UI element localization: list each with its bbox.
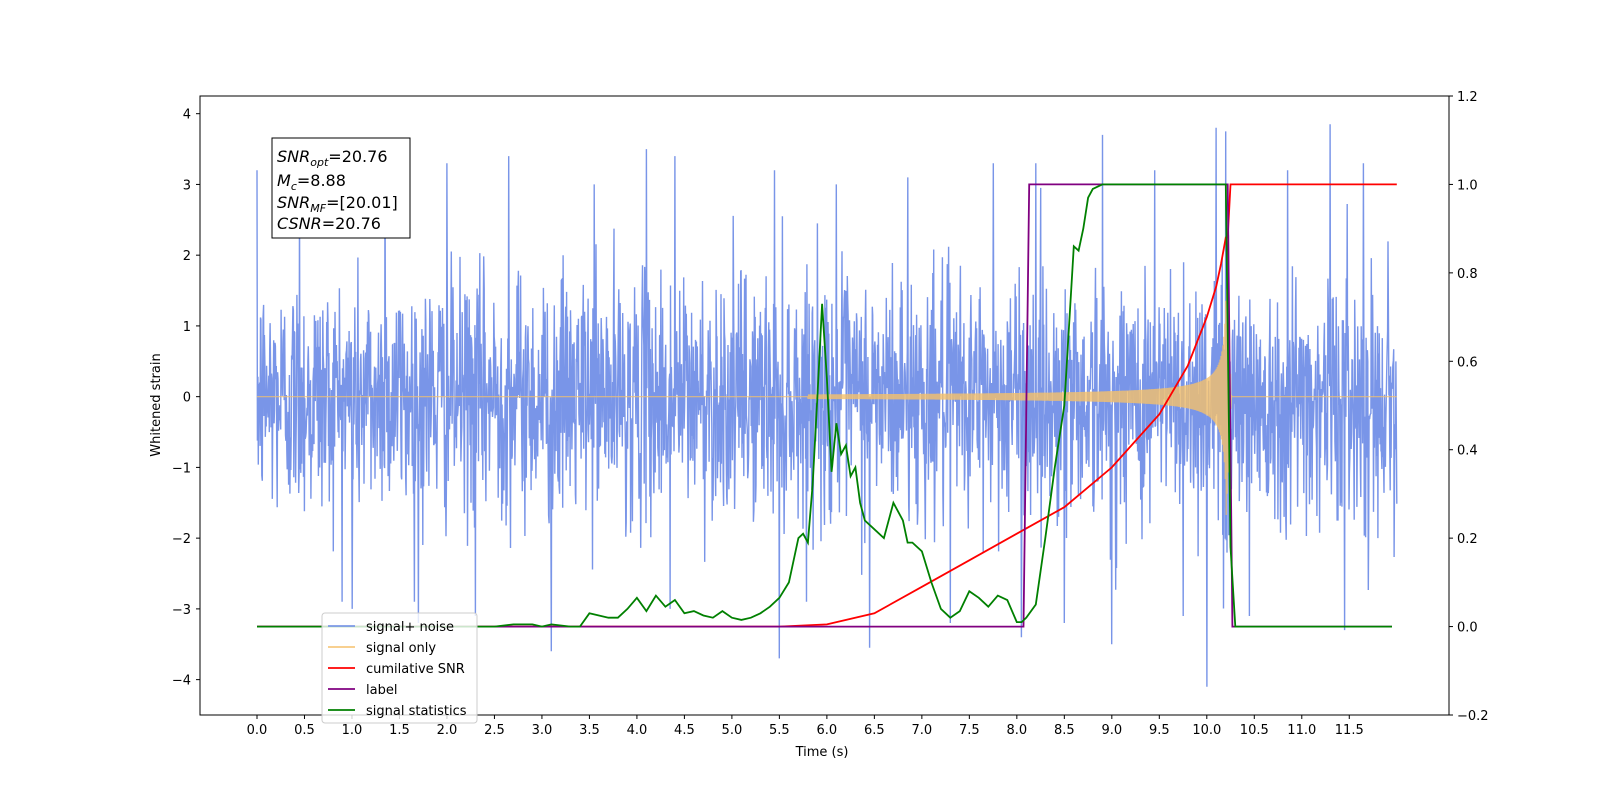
- csnr-symbol: CSNR: [277, 214, 322, 233]
- y-tick-label: 4: [183, 108, 191, 123]
- x-tick-label: 6.0: [817, 723, 838, 738]
- signal-only-line: [257, 288, 1397, 516]
- x-tick-label: 6.5: [864, 723, 885, 738]
- snr-mf-symbol: SNR: [277, 193, 310, 212]
- x-axis-label: Time (s): [795, 745, 849, 760]
- x-tick-label: 8.0: [1006, 723, 1027, 738]
- legend-label: signal statistics: [366, 704, 467, 719]
- legend-label: signal only: [366, 641, 436, 656]
- y2-tick-label: 0.6: [1457, 355, 1478, 370]
- x-tick-label: 2.0: [437, 723, 458, 738]
- x-tick-label: 3.0: [532, 723, 553, 738]
- y-axis-label: Whitened strain: [149, 353, 164, 456]
- x-tick-label: 5.5: [769, 723, 790, 738]
- x-tick-label: 10.5: [1240, 723, 1269, 738]
- y2-tick-label: 0.2: [1457, 532, 1478, 547]
- mc-subscript: c: [291, 180, 297, 193]
- snr-opt-value: =20.76: [328, 147, 387, 166]
- legend: signal+ noise signal only cumilative SNR la…: [321, 612, 478, 724]
- x-tick-label: 11.0: [1287, 723, 1316, 738]
- axis-ticks: 0.0 0.5 1.0 1.5 2.0 2.5 3.0 3.5 4.0 4.5 5.0 5.5 6.0 6…: [172, 90, 1489, 738]
- y2-tick-label: 1.2: [1457, 90, 1478, 105]
- x-tick-label: 0.0: [247, 723, 268, 738]
- annotation-csnr: CSNR=20.76: [277, 214, 381, 233]
- y2-tick-label: 0.0: [1457, 621, 1478, 636]
- x-tick-label: 7.5: [959, 723, 980, 738]
- y-tick-label: −2: [172, 532, 191, 547]
- x-tick-label: 1.0: [342, 723, 363, 738]
- x-tick-label: 2.5: [484, 723, 505, 738]
- axes-frame: [199, 95, 1450, 716]
- plot-area: [256, 124, 1398, 687]
- y2-tick-label: 0.8: [1457, 267, 1478, 282]
- x-tick-label: 9.0: [1101, 723, 1122, 738]
- snr-opt-subscript: opt: [310, 156, 329, 169]
- legend-label: signal+ noise: [366, 620, 454, 635]
- x-tick-label: 5.0: [722, 723, 743, 738]
- signal-statistics-line: [257, 183, 1392, 628]
- x-tick-label: 0.5: [294, 723, 315, 738]
- legend-box: [321, 612, 478, 724]
- x-tick-label: 4.0: [627, 723, 648, 738]
- y-tick-label: 0: [183, 391, 191, 406]
- legend-label: cumilative SNR: [366, 662, 465, 677]
- annotation-mc: Mc=8.88: [277, 171, 346, 193]
- snr-mf-value: =[20.01]: [326, 193, 398, 212]
- x-tick-label: 9.5: [1149, 723, 1170, 738]
- y-tick-label: −3: [172, 603, 191, 618]
- y-tick-label: 1: [183, 320, 191, 335]
- y2-tick-label: 1.0: [1457, 178, 1478, 193]
- y-tick-label: −4: [172, 674, 191, 689]
- x-tick-label: 3.5: [579, 723, 600, 738]
- y2-tick-label: 0.4: [1457, 444, 1478, 459]
- annotation-snr-opt: SNRopt=20.76: [277, 147, 388, 169]
- snr-mf-subscript: MF: [310, 202, 326, 215]
- x-tick-label: 8.5: [1054, 723, 1075, 738]
- x-tick-label: 7.0: [912, 723, 933, 738]
- mc-value: =8.88: [297, 171, 346, 190]
- y-tick-label: 3: [183, 178, 191, 193]
- y2-tick-label: −0.2: [1457, 709, 1489, 724]
- legend-label: label: [366, 683, 397, 698]
- stats-annotation: SNRopt=20.76 Mc=8.88 SNRMF=[20.01] CSNR=…: [271, 137, 411, 239]
- y-tick-label: −1: [172, 461, 191, 476]
- x-tick-label: 11.5: [1335, 723, 1364, 738]
- annotation-box: [271, 137, 411, 239]
- x-tick-label: 10.0: [1192, 723, 1221, 738]
- x-tick-label: 4.5: [674, 723, 695, 738]
- annotation-snr-mf: SNRMF=[20.01]: [277, 193, 398, 215]
- snr-opt-symbol: SNR: [277, 147, 310, 166]
- y-tick-label: 2: [183, 249, 191, 264]
- csnr-value: =20.76: [322, 214, 381, 233]
- mc-symbol: M: [277, 171, 291, 190]
- x-tick-label: 1.5: [389, 723, 410, 738]
